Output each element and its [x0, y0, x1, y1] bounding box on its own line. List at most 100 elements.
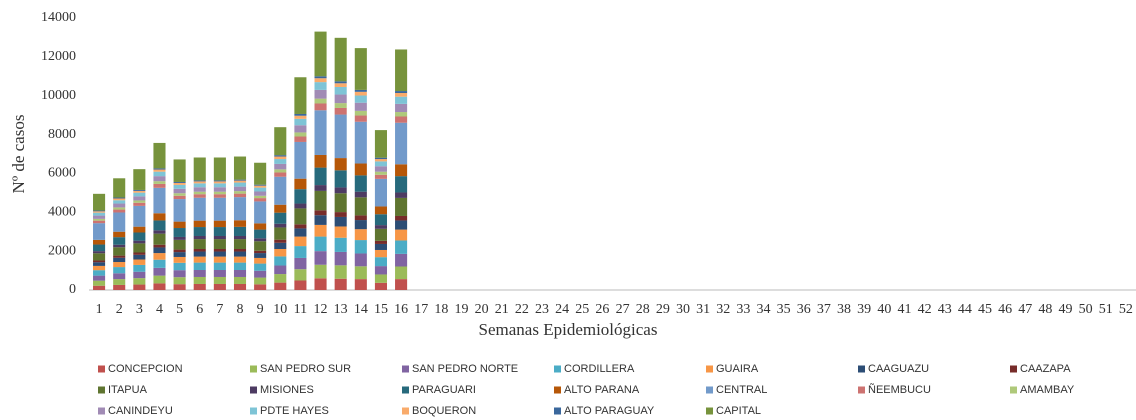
bar-segment	[193, 180, 206, 182]
bar-segment	[233, 235, 247, 240]
x-tick-label: 23	[535, 302, 549, 317]
bar-segment	[213, 197, 226, 221]
bar-segment	[254, 184, 267, 186]
bar-segment	[314, 78, 327, 83]
bar-segment	[213, 239, 226, 250]
bar-segment	[133, 278, 146, 285]
bar-segment	[153, 259, 166, 268]
bar-segment	[113, 279, 126, 285]
x-tick-label: 10	[273, 302, 287, 317]
legend-swatch	[402, 365, 409, 373]
x-tick-label: 29	[656, 302, 670, 317]
bar-segment	[354, 191, 367, 198]
x-tick-label: 47	[1018, 302, 1032, 317]
bar-segment	[274, 163, 287, 170]
x-tick-label: 39	[857, 302, 871, 317]
bar-segment	[113, 231, 126, 238]
bar-segment	[233, 186, 247, 192]
bar-segment	[334, 107, 347, 115]
legend-swatch	[402, 386, 409, 394]
legend-label: SAN PEDRO NORTE	[412, 363, 518, 375]
legend-label: PDTE HAYES	[260, 405, 329, 417]
bar-segment	[173, 193, 186, 196]
bar-segment	[354, 240, 367, 254]
bar-segment	[133, 252, 146, 255]
x-tick-label: 7	[216, 302, 223, 317]
bar-segment	[374, 225, 387, 229]
x-tick-label: 45	[978, 302, 992, 317]
y-tick-label: 6000	[48, 166, 76, 181]
x-tick-label: 27	[616, 302, 630, 317]
bar-segment	[93, 223, 106, 240]
bar-segment	[153, 187, 166, 214]
bar-segment	[153, 213, 166, 221]
bar-segment	[294, 246, 307, 258]
bar-segment	[233, 262, 247, 270]
bar-segment	[233, 226, 247, 236]
bar-segment	[395, 220, 408, 230]
x-tick-label: 35	[777, 302, 791, 317]
bar-segment	[93, 211, 106, 213]
x-tick-label: 20	[475, 302, 489, 317]
bar-segment	[274, 282, 287, 290]
bar-segment	[374, 282, 387, 290]
x-tick-label: 9	[257, 302, 264, 317]
bar-segment	[233, 182, 247, 187]
x-tick-label: 3	[136, 302, 143, 317]
bar-segment	[395, 103, 408, 113]
bar-segment	[314, 167, 327, 186]
bar-segment	[254, 223, 267, 230]
bar-segment	[173, 262, 186, 271]
bar-segment	[173, 256, 186, 263]
bar-segment	[133, 200, 146, 203]
bar-segment	[173, 228, 186, 237]
legend-label: ALTO PARAGUAY	[564, 405, 655, 417]
bar-segment	[233, 193, 247, 198]
bar-segment	[193, 276, 206, 284]
bar-segment	[334, 83, 347, 87]
x-tick-label: 36	[797, 302, 811, 317]
bar-segment	[113, 207, 126, 210]
legend-swatch	[250, 407, 257, 415]
bar-segment	[153, 169, 166, 172]
bar-segment	[173, 182, 186, 185]
y-tick-label: 2000	[48, 243, 76, 258]
y-tick-label: 0	[69, 282, 76, 297]
bar-segment	[133, 169, 146, 190]
bar-segment	[395, 112, 408, 117]
bar-segment	[133, 264, 146, 272]
bar-segment	[213, 251, 226, 257]
bar-segment	[213, 227, 226, 236]
bar-segment	[274, 256, 287, 266]
bar-segment	[153, 233, 166, 245]
bar-segment	[233, 256, 247, 263]
legend-label: GUAIRA	[716, 363, 759, 375]
bar-segment	[334, 94, 347, 104]
bar-segment	[254, 187, 267, 192]
bar-segment	[173, 249, 186, 253]
bar-segment	[254, 257, 267, 264]
bar-segment	[153, 220, 166, 231]
bar-segment	[233, 220, 247, 227]
x-tick-label: 24	[555, 302, 569, 317]
y-tick-label: 8000	[48, 127, 76, 142]
bar-segment	[395, 279, 408, 290]
bar-segment	[233, 191, 247, 194]
bar-segment	[254, 198, 267, 202]
legend-label: CONCEPCION	[108, 363, 183, 375]
bar-segment	[173, 277, 186, 285]
bar-segment	[374, 249, 387, 258]
bar-segment	[193, 251, 206, 257]
bar-segment	[274, 227, 287, 240]
bar-segment	[274, 223, 287, 228]
bar-segment	[93, 270, 106, 276]
bar-segment	[254, 284, 267, 290]
bar-segment	[153, 230, 166, 234]
x-tick-label: 12	[314, 302, 328, 317]
bar-segment	[354, 197, 367, 216]
bar-segment	[354, 175, 367, 192]
x-tick-label: 14	[354, 302, 368, 317]
bar-segment	[193, 194, 206, 198]
legend-label: CORDILLERA	[564, 363, 635, 375]
